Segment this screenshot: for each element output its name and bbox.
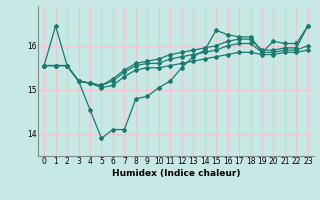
X-axis label: Humidex (Indice chaleur): Humidex (Indice chaleur) (112, 169, 240, 178)
